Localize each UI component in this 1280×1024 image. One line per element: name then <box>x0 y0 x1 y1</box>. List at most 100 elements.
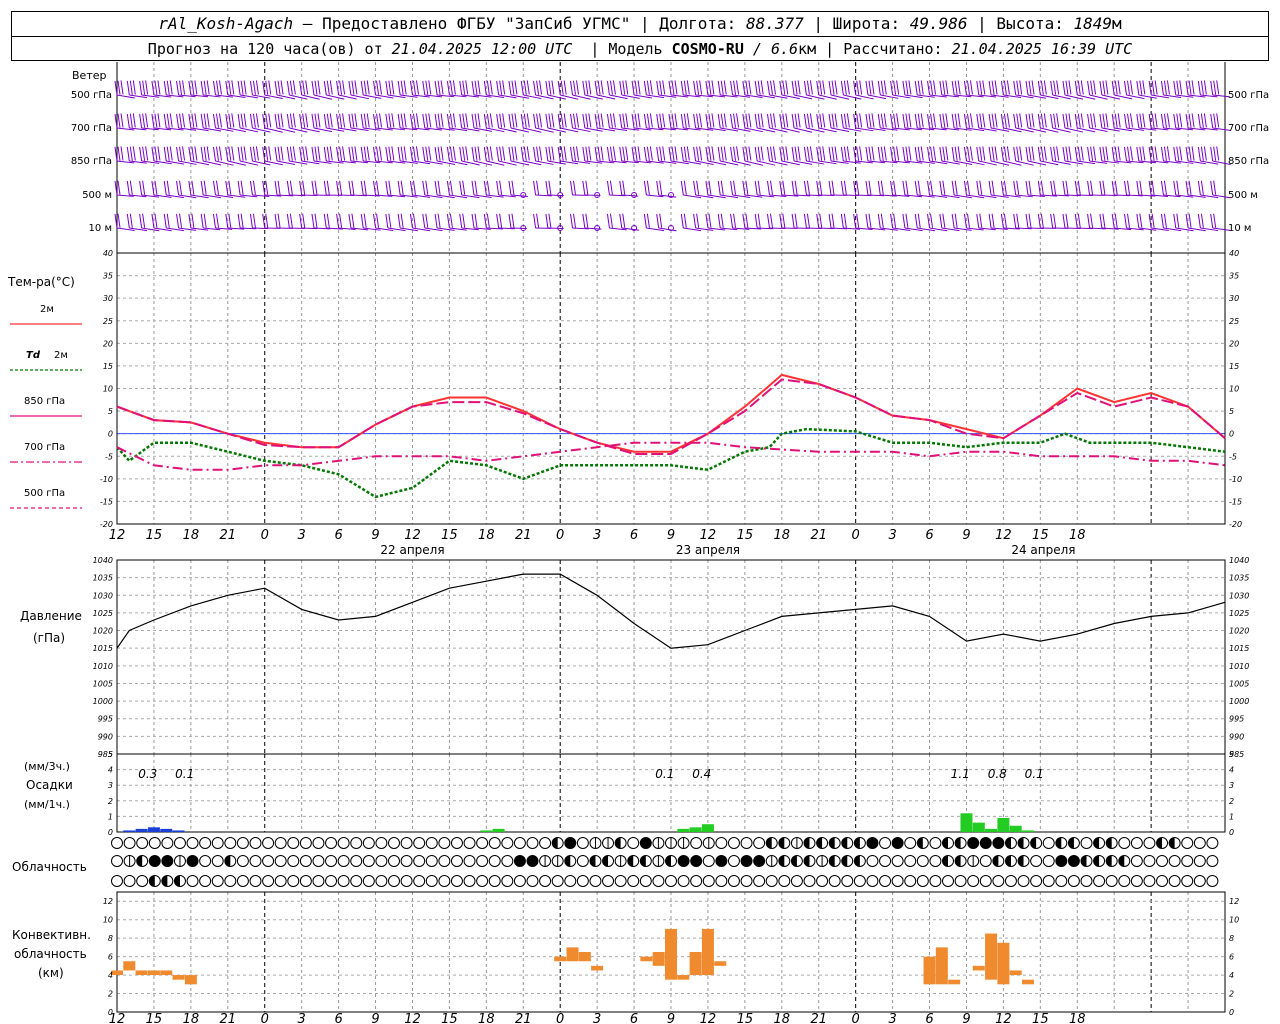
wind-barb <box>471 213 491 230</box>
cloud-symbol <box>262 855 275 867</box>
wind-barb-flag <box>228 80 232 95</box>
wind-barb-flag <box>637 113 641 128</box>
wind-barb <box>200 113 222 132</box>
wind-barb <box>766 146 788 166</box>
wind-barb <box>582 113 603 132</box>
wind-barb-flag <box>1210 80 1214 96</box>
wind-barb-flag <box>262 113 266 129</box>
wind-barb <box>779 113 800 133</box>
cloud-circle <box>879 855 892 867</box>
model-resolution: / 6.6 <box>752 40 799 58</box>
cloud-symbol <box>350 855 363 867</box>
wind-barb-flag <box>536 80 540 95</box>
cloud-symbol <box>841 875 854 887</box>
hour-label: 15 <box>737 528 754 543</box>
wind-barb-shaft <box>843 94 862 100</box>
cloud-symbol <box>954 837 967 849</box>
wind-barb-shaft <box>510 227 527 230</box>
wind-barb-flag <box>711 80 715 95</box>
wind-barb <box>1062 80 1084 100</box>
alt-label: Высота: <box>996 14 1064 33</box>
wind-barb-shaft <box>227 160 246 166</box>
cloud-circle <box>954 875 967 887</box>
wind-barb-flag <box>474 213 478 228</box>
wind-barb-flag <box>449 113 453 128</box>
wind-barb <box>1136 213 1157 231</box>
cloud-circle <box>249 837 262 849</box>
wind-barb <box>126 113 147 131</box>
wind-barb <box>286 146 308 165</box>
wind-barb-shaft <box>658 94 677 98</box>
wind-barb-flag <box>720 113 724 128</box>
cloud-symbol <box>262 837 275 849</box>
wind-barb <box>496 146 517 166</box>
wind-barb-shaft <box>240 94 258 99</box>
model-res-unit: км <box>798 40 817 58</box>
wind-barb-flag <box>1160 113 1164 129</box>
wind-barb-flag <box>166 213 170 228</box>
cloud-symbol <box>211 875 224 887</box>
wind-barb-shaft <box>141 227 160 232</box>
wind-barb-flag <box>1139 213 1143 228</box>
wind-barb-flag <box>502 146 506 161</box>
wind-barb-flag <box>545 213 549 229</box>
wind-barb-shaft <box>855 94 874 100</box>
wind-barb-flag <box>388 180 392 195</box>
wind-barb-flag <box>240 80 244 95</box>
wind-barb-flag <box>157 146 161 161</box>
wind-barb-flag <box>742 113 746 129</box>
wind-barb-shaft <box>178 227 197 231</box>
cloud-symbol <box>274 855 287 867</box>
wind-barb-shaft <box>1200 94 1218 98</box>
cloud-circle <box>413 855 426 867</box>
cloud-symbol <box>677 855 690 867</box>
wind-barb-shaft <box>412 160 431 165</box>
cloud-symbol <box>312 837 325 849</box>
wind-barb-shaft <box>634 160 652 164</box>
wind-barb-shaft <box>1126 194 1143 197</box>
wind-barb-shaft <box>1163 127 1181 131</box>
wind-barb <box>914 146 935 164</box>
wind-barb-flag <box>745 113 749 128</box>
wind-barb-flag <box>163 146 167 162</box>
alt-value: 1849 <box>1073 14 1113 33</box>
wind-barb-flag <box>268 80 272 95</box>
wind-barb-shaft <box>400 127 418 131</box>
wind-barb-shaft <box>190 94 209 98</box>
cloud-half-mark <box>1156 837 1163 849</box>
wind-barb-flag <box>893 213 897 228</box>
cloud-symbol <box>967 855 980 867</box>
wind-barb-flag <box>1090 113 1094 128</box>
wind-barb-shaft <box>609 127 628 131</box>
wind-barb <box>360 213 381 231</box>
wind-barb-flag <box>794 180 798 195</box>
tick-label-right: 4 <box>1229 766 1234 775</box>
cloud-circle <box>891 875 904 887</box>
wind-barb-flag <box>631 113 635 129</box>
wind-barb-flag <box>1127 113 1131 128</box>
wind-barb-shaft <box>166 227 184 232</box>
cloud-symbol <box>413 855 426 867</box>
wind-barb-flag <box>1117 146 1121 161</box>
wind-barb-flag <box>1016 113 1020 128</box>
cloud-symbol <box>979 837 992 849</box>
wind-barb-flag <box>449 80 453 95</box>
wind-barb-shaft <box>1188 127 1206 131</box>
cloud-circle <box>904 875 917 887</box>
wind-barb-flag <box>730 80 734 96</box>
wind-barb-shaft <box>473 160 493 166</box>
cloud-circle <box>879 837 892 849</box>
wind-barb-shaft <box>941 227 960 232</box>
cloud-symbol <box>753 837 766 849</box>
cloud-symbol <box>1105 875 1118 887</box>
cloud-half-mark <box>1169 837 1175 849</box>
wind-barb <box>163 80 184 98</box>
wind-barb-flag <box>634 113 638 128</box>
cloud-symbol <box>665 837 677 849</box>
wind-barb-flag <box>1136 146 1140 162</box>
wind-barb-flag <box>803 80 807 96</box>
hour-label: 18 <box>183 528 200 543</box>
wind-barb-flag <box>1013 213 1017 229</box>
wind-barb <box>853 113 874 132</box>
cloud-circle <box>1206 875 1219 887</box>
